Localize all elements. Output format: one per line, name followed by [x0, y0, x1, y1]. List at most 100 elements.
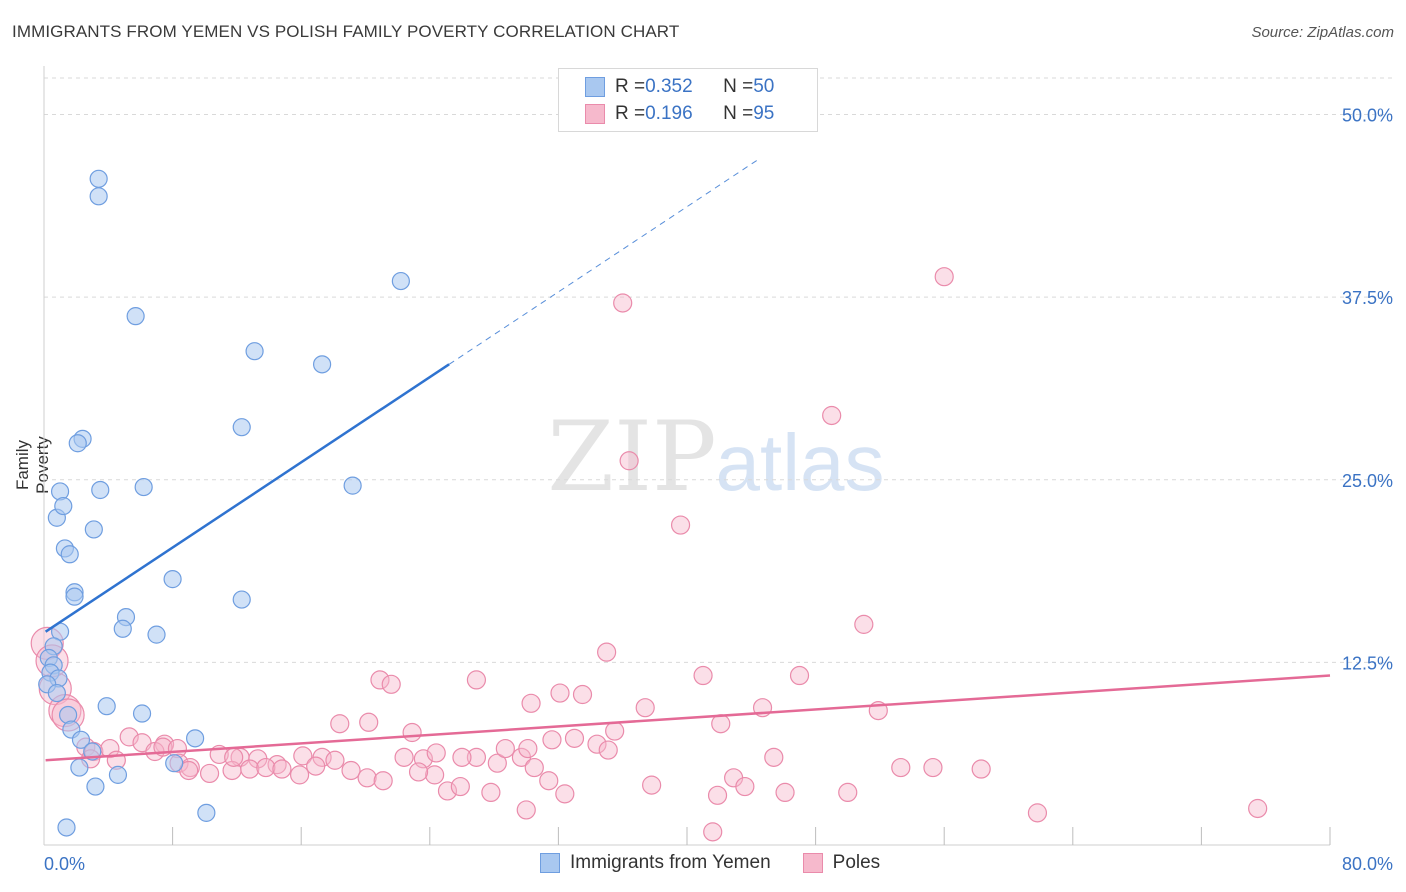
data-point-poles	[341, 760, 361, 781]
legend-swatch-pink	[585, 104, 605, 124]
data-point-poles	[452, 747, 472, 767]
data-point-yemen	[57, 818, 76, 837]
data-point-poles	[357, 768, 377, 788]
data-point-poles	[325, 750, 345, 770]
data-point-poles	[481, 782, 501, 803]
legend-r-label: R =	[615, 103, 646, 124]
data-point-yemen	[97, 697, 116, 716]
legend: R = 0.352 N = 50 R = 0.196 N = 95	[558, 68, 818, 132]
data-point-yemen	[163, 570, 182, 589]
data-point-poles	[605, 721, 625, 741]
data-point-poles	[330, 714, 350, 734]
data-point-yemen	[54, 496, 73, 516]
data-point-poles	[240, 759, 260, 779]
data-point-poles	[100, 738, 120, 759]
data-point-yemen	[91, 480, 110, 500]
data-point-yemen	[232, 590, 251, 609]
data-point-poles	[775, 782, 795, 803]
legend-n-label: N =	[723, 103, 754, 124]
legend-n-label: N =	[723, 76, 754, 97]
bottom-legend-label-yemen: Immigrants from Yemen	[570, 852, 771, 873]
data-point-poles	[613, 293, 633, 313]
chart-title: IMMIGRANTS FROM YEMEN VS POLISH FAMILY P…	[12, 22, 680, 41]
data-point-poles	[789, 665, 810, 686]
bottom-legend: Immigrants from Yemen Poles	[540, 852, 912, 874]
data-point-poles	[256, 757, 276, 778]
bottom-legend-item-poles: Poles	[802, 852, 881, 874]
data-point-poles	[373, 771, 393, 791]
source-label: Source: ZipAtlas.com	[1251, 24, 1394, 41]
data-point-poles	[524, 757, 544, 778]
data-point-yemen	[197, 803, 216, 822]
data-point-poles	[539, 771, 559, 791]
data-point-yemen	[245, 342, 264, 361]
legend-n-value: 50	[753, 76, 775, 97]
data-point-yemen	[186, 729, 205, 748]
legend-n-value: 95	[753, 103, 775, 124]
data-point-poles	[450, 776, 470, 797]
data-point-poles	[1248, 798, 1268, 819]
data-point-yemen	[47, 683, 66, 703]
data-point-poles	[224, 747, 244, 767]
data-point-poles	[635, 698, 655, 718]
data-point-poles	[518, 738, 538, 759]
data-point-poles	[370, 670, 390, 690]
legend-r-value: 0.352	[645, 76, 693, 97]
watermark-zip: ZIP	[547, 401, 716, 513]
trendline-yemen-extension	[448, 158, 760, 365]
data-point-poles	[394, 747, 414, 767]
data-point-poles	[306, 756, 326, 776]
data-point-poles	[179, 760, 199, 781]
data-point-poles	[1027, 803, 1048, 823]
legend-r-value: 0.196	[645, 103, 693, 124]
data-point-yemen	[147, 625, 166, 644]
data-point-yemen	[86, 777, 105, 796]
data-point-poles	[487, 753, 507, 773]
data-point-yemen	[391, 271, 410, 291]
data-point-poles	[572, 684, 593, 705]
data-point-poles	[381, 674, 401, 694]
data-point-poles	[437, 781, 458, 801]
data-point-poles	[854, 614, 874, 634]
bottom-legend-swatch-pink	[802, 853, 823, 873]
y-tick-label: 12.5%	[1342, 653, 1393, 673]
data-point-poles	[822, 405, 842, 426]
data-point-poles	[707, 785, 728, 805]
legend-r-label: R =	[615, 76, 646, 97]
data-point-yemen	[68, 434, 87, 453]
data-point-poles	[923, 757, 943, 778]
data-point-yemen	[89, 187, 108, 206]
data-point-poles	[587, 734, 607, 754]
bottom-legend-item-yemen: Immigrants from Yemen	[540, 852, 771, 874]
data-point-poles	[764, 747, 784, 767]
data-point-yemen	[65, 587, 84, 606]
data-point-poles	[289, 765, 310, 785]
data-point-poles	[703, 822, 723, 842]
data-point-yemen	[132, 704, 152, 723]
data-point-poles	[838, 782, 858, 803]
data-point-poles	[466, 670, 487, 690]
data-point-poles	[735, 776, 755, 797]
data-point-poles	[891, 757, 911, 778]
data-point-yemen	[84, 520, 103, 539]
legend-row-pink: R = 0.196 N = 95	[585, 100, 774, 128]
data-point-yemen	[232, 418, 251, 437]
legend-swatch-blue	[585, 77, 605, 97]
watermark-atlas: atlas	[716, 418, 885, 507]
data-point-poles	[516, 800, 536, 820]
data-point-yemen	[165, 754, 184, 773]
data-point-poles	[542, 730, 562, 750]
y-tick-label: 50.0%	[1342, 106, 1393, 126]
trendline-yemen	[44, 363, 450, 633]
data-point-poles	[466, 747, 487, 767]
data-point-poles	[408, 762, 429, 782]
data-point-poles	[495, 738, 515, 759]
x-tick-label: 0.0%	[44, 854, 85, 874]
data-point-poles	[642, 775, 662, 795]
data-point-poles	[564, 728, 585, 748]
data-point-poles	[934, 267, 954, 287]
data-point-poles	[971, 759, 991, 779]
trendline-poles	[45, 674, 1331, 762]
data-point-poles	[711, 714, 731, 734]
bottom-legend-label-poles: Poles	[832, 852, 881, 873]
